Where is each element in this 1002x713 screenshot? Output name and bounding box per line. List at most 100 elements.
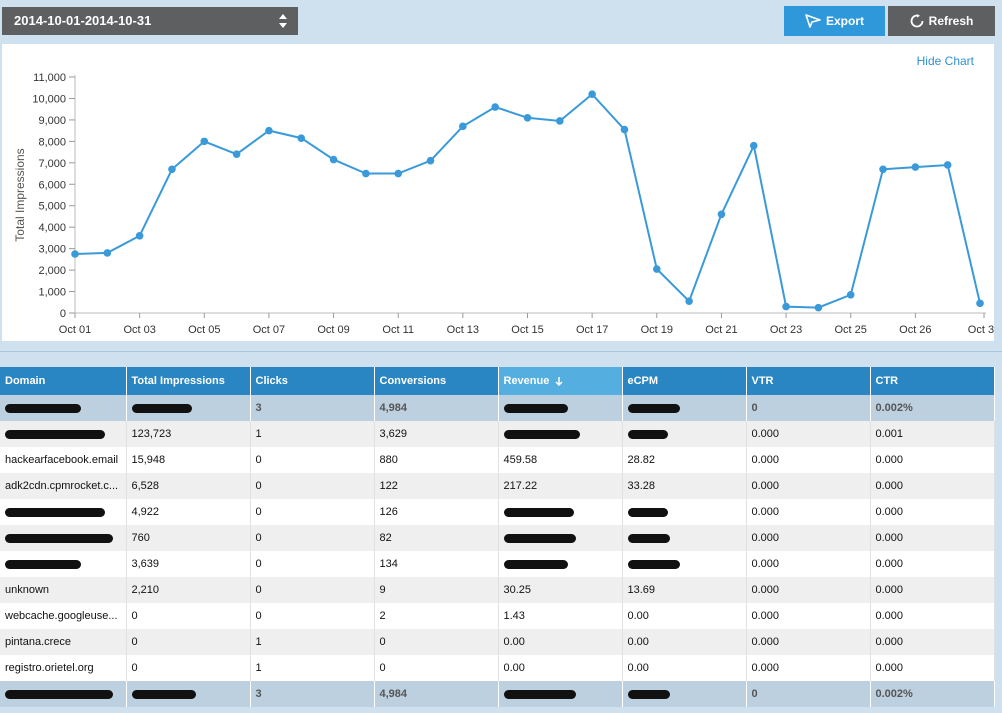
data-point[interactable] bbox=[459, 122, 467, 131]
data-point[interactable] bbox=[523, 113, 532, 122]
cell-clicks: 1 bbox=[250, 655, 375, 681]
data-point[interactable] bbox=[588, 90, 596, 98]
cell-domain bbox=[0, 395, 127, 421]
cell-vtr: 0.000 bbox=[746, 577, 871, 603]
y-tick-label: 2,000 bbox=[38, 265, 66, 277]
data-point[interactable] bbox=[491, 103, 499, 111]
cell-value: 0.000 bbox=[751, 506, 780, 518]
date-range-select[interactable]: 2014-10-01-2014-10-31 bbox=[2, 7, 298, 35]
cell-clicks: 3 bbox=[250, 681, 375, 707]
data-point[interactable] bbox=[749, 141, 758, 150]
cell-value: registro.orietel.org bbox=[5, 662, 94, 674]
data-point[interactable] bbox=[426, 156, 435, 165]
cell-ctr: 0.000 bbox=[870, 655, 995, 681]
x-tick-label: Oct 23 bbox=[770, 324, 802, 336]
column-header-vtr[interactable]: VTR bbox=[746, 367, 871, 395]
column-header-label: CTR bbox=[875, 375, 899, 387]
data-point[interactable] bbox=[265, 126, 273, 135]
cell-value: 0.002% bbox=[875, 402, 913, 414]
cell-domain bbox=[0, 499, 127, 525]
cell-clicks: 0 bbox=[250, 499, 375, 525]
data-point[interactable] bbox=[71, 250, 79, 258]
column-header-revenue[interactable]: Revenue bbox=[498, 367, 623, 395]
cell-ctr: 0.000 bbox=[870, 551, 995, 577]
cell-value: unknown bbox=[5, 584, 50, 596]
column-header-conversions[interactable]: Conversions bbox=[374, 367, 499, 395]
data-point[interactable] bbox=[717, 210, 726, 219]
redacted-mark bbox=[627, 559, 680, 569]
cell-ecpm bbox=[622, 421, 747, 447]
export-button[interactable]: Export bbox=[784, 6, 885, 36]
cell-value: 3,639 bbox=[131, 558, 160, 570]
cell-domain: registro.orietel.org bbox=[0, 655, 127, 681]
data-point[interactable] bbox=[620, 125, 629, 134]
data-point[interactable] bbox=[103, 249, 112, 257]
cell-value: 3 bbox=[255, 688, 262, 700]
export-label: Export bbox=[825, 14, 864, 28]
column-header-ctr[interactable]: CTR bbox=[870, 367, 995, 395]
redacted-mark bbox=[503, 507, 574, 517]
cell-revenue bbox=[498, 681, 623, 707]
cell-value: hackearfacebook.email bbox=[5, 454, 119, 466]
data-point[interactable] bbox=[814, 303, 823, 312]
data-point[interactable] bbox=[556, 117, 564, 125]
cell-value: 0 bbox=[255, 454, 262, 466]
cell-total-impressions: 2,210 bbox=[126, 577, 251, 603]
hide-chart-link[interactable]: Hide Chart bbox=[916, 54, 974, 68]
cell-value: 0.000 bbox=[875, 480, 904, 492]
data-point[interactable] bbox=[362, 169, 370, 178]
data-point[interactable] bbox=[168, 165, 176, 174]
column-header-ecpm[interactable]: eCPM bbox=[622, 367, 747, 395]
toolbar: 2014-10-01-2014-10-31 Export Refresh bbox=[0, 0, 1002, 44]
data-point[interactable] bbox=[685, 297, 693, 305]
cell-value: 0.000 bbox=[751, 454, 780, 466]
data-point[interactable] bbox=[976, 299, 984, 308]
data-point[interactable] bbox=[232, 150, 241, 159]
section-divider bbox=[0, 351, 1002, 352]
cell-total-impressions: 0 bbox=[126, 629, 251, 655]
redacted-mark bbox=[503, 533, 576, 543]
cell-value: 0.000 bbox=[875, 584, 904, 596]
column-header-clicks[interactable]: Clicks bbox=[250, 367, 375, 395]
data-point[interactable] bbox=[135, 231, 144, 240]
data-point[interactable] bbox=[297, 134, 306, 142]
cell-clicks: 3 bbox=[250, 395, 375, 421]
redacted-mark bbox=[627, 403, 680, 413]
cell-value: 4,922 bbox=[131, 506, 160, 518]
cell-value: 0.000 bbox=[751, 584, 780, 596]
cell-conversions: 126 bbox=[374, 499, 499, 525]
cell-total-impressions: 123,723 bbox=[126, 421, 251, 447]
x-tick-label: Oct 09 bbox=[317, 324, 349, 336]
cell-value: 0.000 bbox=[875, 454, 904, 466]
column-header-domain[interactable]: Domain bbox=[0, 367, 127, 395]
cell-revenue: 217.22 bbox=[498, 473, 623, 499]
table-row: registro.orietel.org 0 1 0 0.00 0.00 0.000 0.00… bbox=[0, 655, 995, 681]
data-point[interactable] bbox=[329, 155, 338, 164]
table-row: adk2cdn.cpmrocket.c... 6,528 0 122 217.22 33.… bbox=[0, 473, 995, 499]
cell-clicks: 0 bbox=[250, 473, 375, 499]
cell-ctr: 0.000 bbox=[870, 447, 995, 473]
data-point[interactable] bbox=[846, 290, 855, 299]
data-point[interactable] bbox=[911, 163, 920, 171]
data-point[interactable] bbox=[943, 161, 952, 169]
impressions-line-chart: 0 1,000 2,000 3,000 4,000 5,000 6,000 7,000 8,00… bbox=[13, 72, 994, 336]
data-point[interactable] bbox=[200, 137, 209, 146]
cell-vtr: 0.000 bbox=[746, 421, 871, 447]
cell-value: 0.000 bbox=[751, 428, 780, 440]
cell-value: 3 bbox=[255, 402, 262, 414]
cell-revenue bbox=[498, 395, 623, 421]
cell-value: 0 bbox=[255, 610, 262, 622]
data-point[interactable] bbox=[879, 165, 887, 174]
column-header-total-impressions[interactable]: Total Impressions bbox=[126, 367, 251, 395]
column-header-label: Revenue bbox=[503, 375, 550, 387]
data-point[interactable] bbox=[652, 265, 661, 273]
cell-ecpm bbox=[622, 681, 747, 707]
cell-value: 122 bbox=[379, 480, 398, 492]
cell-value: 0 bbox=[255, 558, 262, 570]
cell-domain bbox=[0, 681, 127, 707]
data-point[interactable] bbox=[394, 169, 403, 178]
data-point[interactable] bbox=[782, 302, 790, 311]
cell-vtr: 0.000 bbox=[746, 551, 871, 577]
cell-value: 0.000 bbox=[751, 480, 780, 492]
refresh-button[interactable]: Refresh bbox=[888, 6, 995, 36]
